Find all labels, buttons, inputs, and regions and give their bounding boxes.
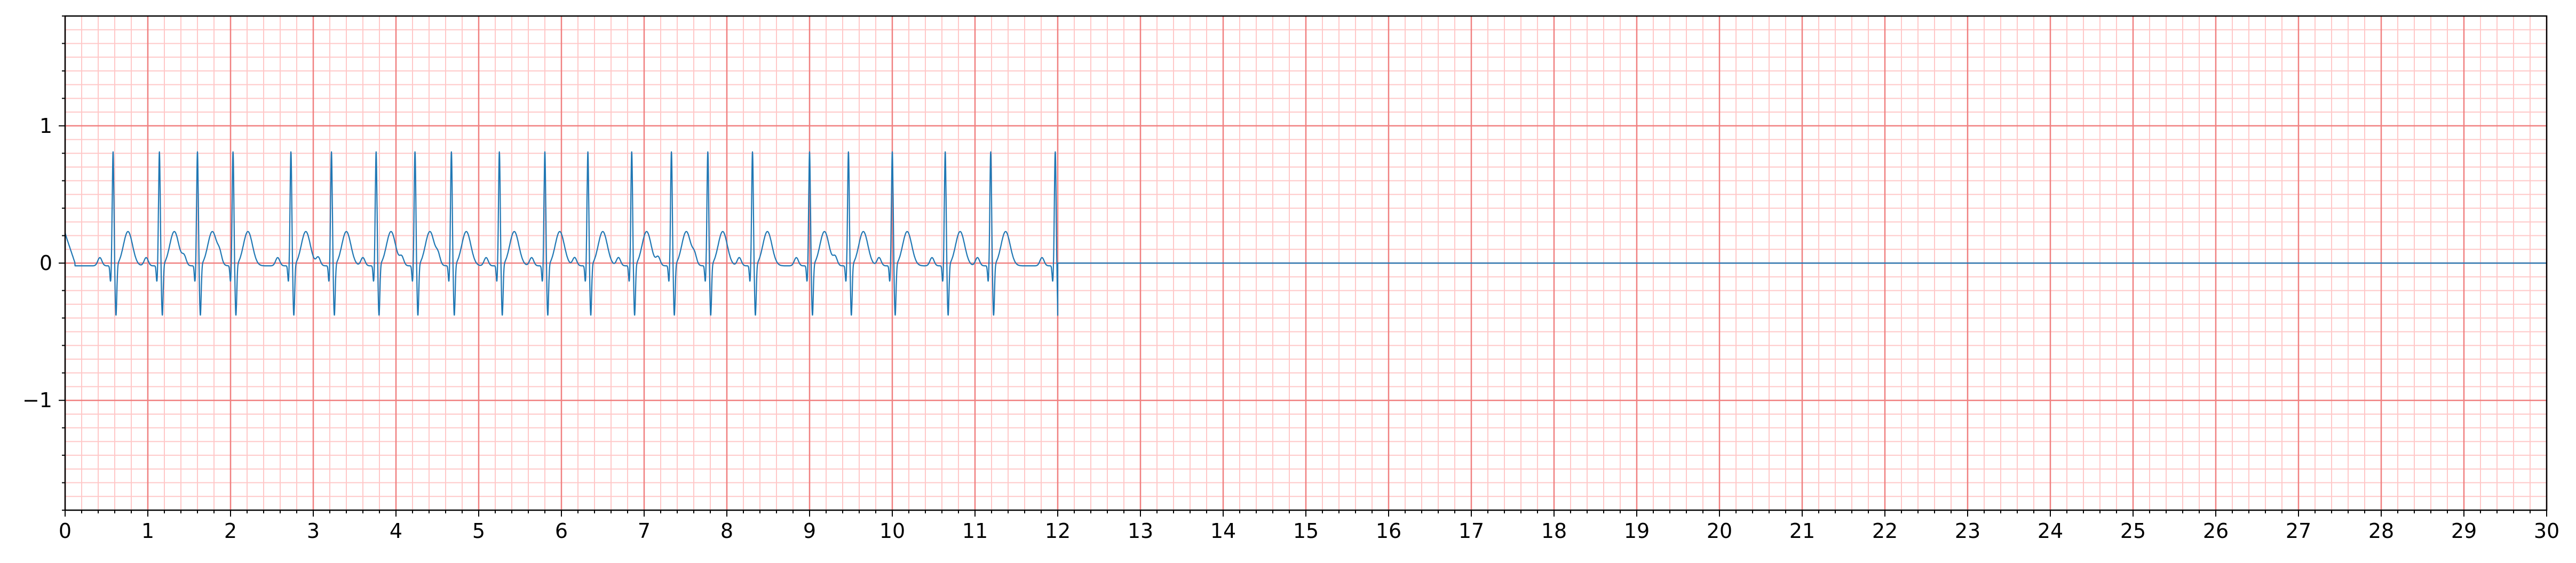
x-tick-label: 4 <box>390 519 402 543</box>
x-tick-label: 18 <box>1541 519 1567 543</box>
x-tick-label: 3 <box>307 519 320 543</box>
y-tick-label: −1 <box>22 388 52 412</box>
x-tick-label: 8 <box>720 519 733 543</box>
x-tick-label: 6 <box>555 519 568 543</box>
x-tick-label: 19 <box>1624 519 1650 543</box>
y-tick-label: 0 <box>39 251 52 275</box>
x-tick-label: 7 <box>638 519 651 543</box>
x-tick-label: 21 <box>1789 519 1815 543</box>
x-tick-label: 2 <box>224 519 237 543</box>
x-tick-label: 13 <box>1128 519 1153 543</box>
x-tick-label: 14 <box>1210 519 1236 543</box>
x-tick-label: 25 <box>2120 519 2146 543</box>
x-tick-label: 10 <box>879 519 905 543</box>
x-tick-label: 1 <box>141 519 154 543</box>
x-tick-label: 15 <box>1293 519 1319 543</box>
x-tick-label: 5 <box>472 519 485 543</box>
x-tick-label: 20 <box>1707 519 1732 543</box>
x-tick-label: 0 <box>59 519 72 543</box>
x-tick-label: 26 <box>2203 519 2229 543</box>
x-tick-label: 24 <box>2038 519 2063 543</box>
x-tick-label: 30 <box>2534 519 2559 543</box>
x-tick-label: 16 <box>1376 519 1401 543</box>
x-tick-label: 9 <box>803 519 816 543</box>
x-tick-label: 11 <box>962 519 988 543</box>
x-tick-label: 28 <box>2368 519 2394 543</box>
y-tick-label: 1 <box>39 114 52 138</box>
x-tick-label: 22 <box>1872 519 1898 543</box>
ecg-trace-line <box>64 151 2547 316</box>
x-tick-label: 17 <box>1459 519 1484 543</box>
x-tick-label: 27 <box>2286 519 2311 543</box>
x-tick-label: 12 <box>1045 519 1071 543</box>
x-tick-label: 29 <box>2451 519 2477 543</box>
x-tick-label: 23 <box>1955 519 1980 543</box>
